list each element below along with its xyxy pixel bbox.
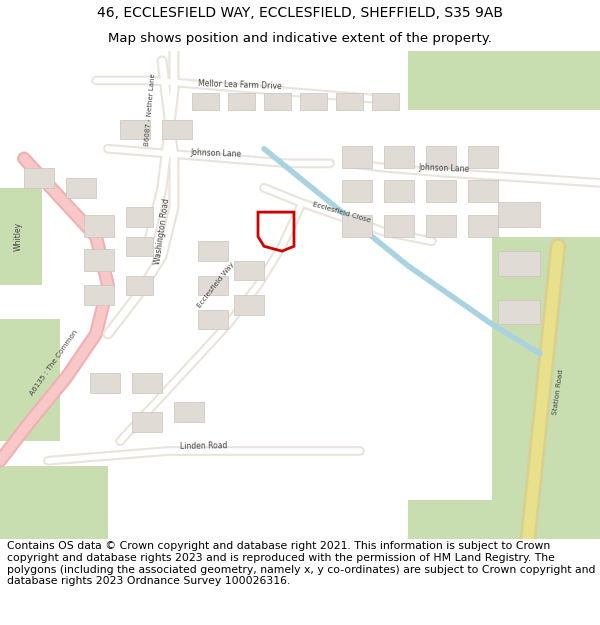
Polygon shape (408, 51, 600, 110)
Polygon shape (0, 319, 60, 441)
Text: Washington Road: Washington Road (153, 198, 171, 266)
Text: Ecclesfield Way: Ecclesfield Way (196, 261, 236, 309)
Text: 46, ECCLESFIELD WAY, ECCLESFIELD, SHEFFIELD, S35 9AB: 46, ECCLESFIELD WAY, ECCLESFIELD, SHEFFI… (97, 6, 503, 20)
Text: Map shows position and indicative extent of the property.: Map shows position and indicative extent… (108, 32, 492, 45)
Text: Johnson Lane: Johnson Lane (418, 163, 470, 174)
Bar (498, 202, 540, 227)
Bar (162, 119, 192, 139)
Bar (132, 412, 162, 431)
Bar (498, 300, 540, 324)
Bar (84, 214, 114, 236)
Bar (228, 92, 255, 110)
Bar (342, 214, 372, 236)
Bar (384, 146, 414, 168)
Bar (234, 295, 264, 314)
Polygon shape (0, 188, 42, 285)
Bar (234, 261, 264, 281)
Bar (126, 208, 153, 227)
Bar (426, 214, 456, 236)
Bar (132, 373, 162, 392)
Text: Linden Road: Linden Road (180, 441, 228, 451)
Polygon shape (0, 471, 72, 509)
Bar (174, 402, 204, 422)
Bar (468, 181, 498, 203)
Bar (384, 181, 414, 203)
Text: Johnson Lane: Johnson Lane (190, 148, 242, 159)
Bar (342, 146, 372, 168)
Text: A6135 : The Common: A6135 : The Common (29, 329, 79, 397)
Bar (426, 146, 456, 168)
Polygon shape (408, 236, 600, 539)
Polygon shape (0, 466, 108, 539)
Bar (372, 92, 399, 110)
Bar (126, 276, 153, 295)
Text: Mellor Lea Farm Drive: Mellor Lea Farm Drive (198, 79, 282, 91)
Bar (468, 214, 498, 236)
Bar (198, 309, 228, 329)
Bar (24, 168, 54, 187)
Bar (84, 285, 114, 305)
Bar (300, 92, 327, 110)
Bar (426, 181, 456, 203)
Bar (120, 119, 150, 139)
Text: Station Road: Station Road (552, 369, 564, 416)
Bar (192, 92, 219, 110)
Bar (264, 92, 291, 110)
Text: Whitley: Whitley (14, 222, 23, 251)
Text: Contains OS data © Crown copyright and database right 2021. This information is : Contains OS data © Crown copyright and d… (7, 541, 596, 586)
Bar (90, 373, 120, 392)
Bar (198, 276, 228, 295)
Bar (198, 241, 228, 261)
Bar (84, 249, 114, 271)
Text: Ecclesfield Close: Ecclesfield Close (312, 201, 372, 223)
Bar (384, 214, 414, 236)
Bar (498, 251, 540, 276)
Bar (468, 146, 498, 168)
Text: B6087 - Nether Lane: B6087 - Nether Lane (144, 73, 156, 146)
Bar (66, 178, 96, 198)
Bar (336, 92, 363, 110)
Bar (126, 236, 153, 256)
Bar (342, 181, 372, 203)
